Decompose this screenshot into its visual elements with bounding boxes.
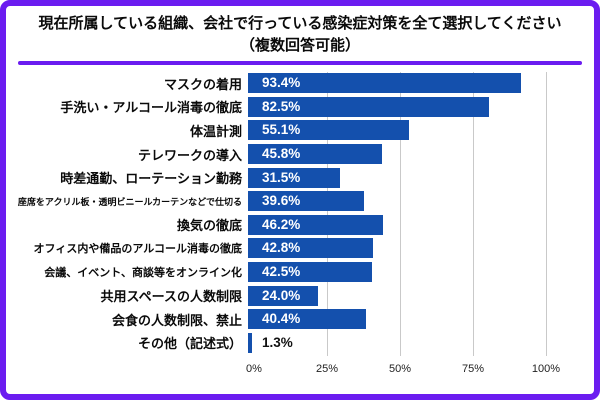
bar-track: 93.4% [248,73,540,94]
x-tick-label: 100% [531,362,561,375]
bar [248,73,521,94]
chart-row: マスクの着用 93.4% [14,72,594,96]
category-label: 時差通勤、ローテーション勤務 [60,171,242,187]
bar [248,120,409,141]
gridline [327,71,328,356]
bar-track: 31.5% [248,167,540,188]
chart-area: マスクの着用 93.4% 手洗い・アルコール消毒の徹底 82.5% 体温計測 55.1% テ… [14,71,594,383]
bar [248,332,252,353]
chart-row: 共用スペースの人数制限 24.0% [14,284,594,308]
chart-row: その他（記述式） 1.3% [14,331,594,355]
bar-track: 82.5% [248,96,540,117]
chart-title-line1: 現在所属している組織、会社で行っている感染症対策を全て選択してください [38,15,562,32]
chart-row: 会議、イベント、商談等をオンライン化 42.5% [14,260,594,284]
value-label: 39.6% [262,193,301,209]
category-label: 会食の人数制限、禁止 [111,312,242,328]
value-label: 82.5% [262,98,301,114]
bar-track: 42.5% [248,262,540,283]
bar-track: 42.8% [248,238,540,259]
bar [248,285,319,306]
bar [248,191,364,212]
value-label: 42.8% [262,240,301,256]
value-label: 42.5% [262,264,301,280]
chart-row: 換気の徹底 46.2% [14,213,594,237]
x-tick-label: 75% [461,362,485,375]
value-label: 24.0% [262,287,301,303]
gridline [473,71,474,356]
bar [248,144,382,165]
category-label: 会議、イベント、商談等をオンライン化 [44,267,242,280]
chart-row: 手洗い・アルコール消毒の徹底 82.5% [14,95,594,119]
bar-track: 45.8% [248,144,540,165]
value-label: 46.2% [262,216,301,232]
bar [248,309,366,330]
chart-title-line2: （複数回答可能） [239,36,360,54]
category-label: オフィス内や備品のアルコール消毒の徹底 [33,243,242,256]
bar [248,167,340,188]
value-label: 55.1% [262,122,301,138]
gridline-overlay [254,71,547,356]
category-label: その他（記述式） [137,336,242,352]
category-label: 手洗い・アルコール消毒の徹底 [60,100,242,116]
x-axis: 0% 25% 50% 75% 100% [246,362,560,383]
bar-track: 55.1% [248,120,540,141]
bar-track: 40.4% [248,309,540,330]
value-label: 31.5% [262,169,301,185]
chart-title: 現在所属している組織、会社で行っている感染症対策を全て選択してください （複数回… [6,6,594,57]
chart-row: 体温計測 55.1% [14,119,594,143]
category-label: 座席をアクリル板・透明ビニールカーテンなどで仕切る [17,196,242,207]
bar-track: 46.2% [248,214,540,235]
chart-row: 会食の人数制限、禁止 40.4% [14,307,594,331]
value-label: 1.3% [262,334,293,350]
x-tick-label: 50% [388,362,412,375]
chart-row: テレワークの導入 45.8% [14,142,594,166]
bar-track: 39.6% [248,191,540,212]
x-tick-label: 25% [315,362,339,375]
x-tick-label: 0% [246,362,262,375]
category-label: 換気の徹底 [176,218,242,234]
value-label: 93.4% [262,75,301,91]
chart-row: 時差通勤、ローテーション勤務 31.5% [14,166,594,190]
category-label: マスクの着用 [163,76,242,92]
bar [248,96,489,117]
category-label: 体温計測 [189,123,242,139]
bar [248,214,383,235]
gridline [546,71,547,356]
value-label: 40.4% [262,311,301,327]
bar [248,262,373,283]
bar [248,238,373,259]
title-divider [18,60,582,65]
bar-track: 1.3% [248,332,540,353]
bar-track: 24.0% [248,285,540,306]
value-label: 45.8% [262,146,301,162]
chart-row: オフィス内や備品のアルコール消毒の徹底 42.8% [14,237,594,261]
gridline [400,71,401,356]
bar-rows: マスクの着用 93.4% 手洗い・アルコール消毒の徹底 82.5% 体温計測 55.1% テ… [14,72,594,355]
category-label: テレワークの導入 [137,147,242,163]
category-label: 共用スペースの人数制限 [100,289,242,305]
chart-row: 座席をアクリル板・透明ビニールカーテンなどで仕切る 39.6% [14,189,594,213]
